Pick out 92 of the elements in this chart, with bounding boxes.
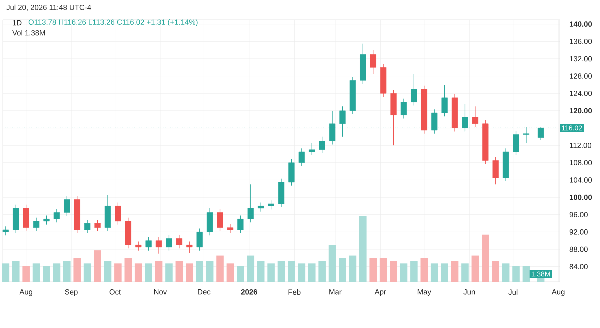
bar bbox=[502, 264, 510, 282]
candlestick bbox=[298, 148, 305, 167]
bar bbox=[196, 261, 204, 282]
bar bbox=[462, 264, 469, 282]
bar bbox=[176, 261, 184, 282]
bar bbox=[492, 261, 500, 282]
candlestick bbox=[411, 74, 418, 106]
bar bbox=[134, 264, 142, 282]
candlestick bbox=[472, 106, 478, 128]
bar bbox=[380, 258, 388, 282]
candlestick bbox=[54, 208, 60, 223]
candlestick bbox=[492, 156, 499, 185]
candlestick bbox=[248, 184, 254, 223]
bar bbox=[94, 250, 102, 282]
bar bbox=[114, 264, 122, 282]
candlestick bbox=[513, 130, 520, 156]
candlestick bbox=[186, 241, 193, 254]
bar bbox=[472, 256, 480, 282]
bar bbox=[124, 258, 132, 282]
bar bbox=[288, 261, 296, 282]
candlestick bbox=[84, 220, 91, 234]
candlestick bbox=[166, 234, 172, 252]
bar bbox=[278, 261, 286, 282]
bar bbox=[537, 278, 545, 282]
bar bbox=[104, 261, 112, 282]
bar bbox=[482, 234, 490, 282]
bar bbox=[441, 264, 448, 282]
candlestick bbox=[44, 215, 50, 226]
candlestick bbox=[2, 226, 9, 236]
candlestick bbox=[33, 218, 40, 232]
candlestick bbox=[288, 159, 295, 186]
candlestick bbox=[400, 98, 408, 120]
bar bbox=[370, 258, 378, 282]
bar bbox=[298, 264, 306, 282]
bar bbox=[400, 264, 408, 282]
bar bbox=[145, 264, 152, 282]
candlestick bbox=[278, 178, 285, 208]
bar bbox=[43, 266, 50, 282]
candlestick bbox=[227, 224, 234, 234]
bar bbox=[410, 261, 418, 282]
bar bbox=[74, 258, 82, 282]
candlestick bbox=[442, 84, 448, 117]
bar bbox=[247, 256, 255, 282]
candlestick bbox=[258, 202, 264, 212]
candlestick bbox=[370, 50, 376, 74]
bar bbox=[2, 264, 10, 282]
candlestick bbox=[196, 228, 203, 252]
candlestick bbox=[104, 195, 112, 232]
candlestick bbox=[64, 196, 70, 216]
bar bbox=[420, 258, 428, 282]
candlestick bbox=[125, 218, 132, 249]
bar bbox=[166, 264, 173, 282]
bar bbox=[22, 266, 30, 282]
bar bbox=[390, 261, 398, 282]
bar bbox=[216, 256, 224, 282]
bar bbox=[349, 256, 357, 282]
bar bbox=[12, 261, 20, 282]
candlestick bbox=[268, 200, 274, 210]
candlestick bbox=[176, 234, 182, 249]
candlestick bbox=[309, 143, 316, 156]
bar bbox=[237, 266, 244, 282]
candlestick bbox=[319, 136, 326, 154]
candlestick bbox=[13, 204, 20, 234]
candlestick bbox=[94, 220, 101, 232]
candlestick bbox=[206, 208, 214, 236]
bar bbox=[430, 264, 438, 282]
bar bbox=[268, 264, 275, 282]
candlestick bbox=[136, 241, 142, 252]
bar bbox=[512, 266, 520, 282]
candlestick bbox=[390, 90, 397, 146]
bar bbox=[360, 216, 367, 282]
bar bbox=[64, 261, 71, 282]
bar bbox=[328, 245, 336, 282]
candlestick bbox=[217, 208, 224, 232]
bar bbox=[257, 261, 265, 282]
bar bbox=[186, 264, 194, 282]
bar bbox=[339, 258, 346, 282]
bar bbox=[522, 266, 530, 282]
bar bbox=[32, 264, 40, 282]
bar bbox=[206, 261, 214, 282]
bar bbox=[318, 261, 326, 282]
candlestick bbox=[23, 204, 30, 232]
bar bbox=[226, 264, 234, 282]
bar bbox=[451, 261, 459, 282]
candlestick bbox=[238, 215, 244, 234]
bar bbox=[155, 261, 163, 282]
bar bbox=[308, 264, 316, 282]
candlestick bbox=[115, 202, 122, 226]
candlestick bbox=[146, 237, 152, 252]
bar bbox=[53, 264, 61, 282]
bar bbox=[84, 264, 92, 282]
candlestick bbox=[156, 237, 162, 254]
